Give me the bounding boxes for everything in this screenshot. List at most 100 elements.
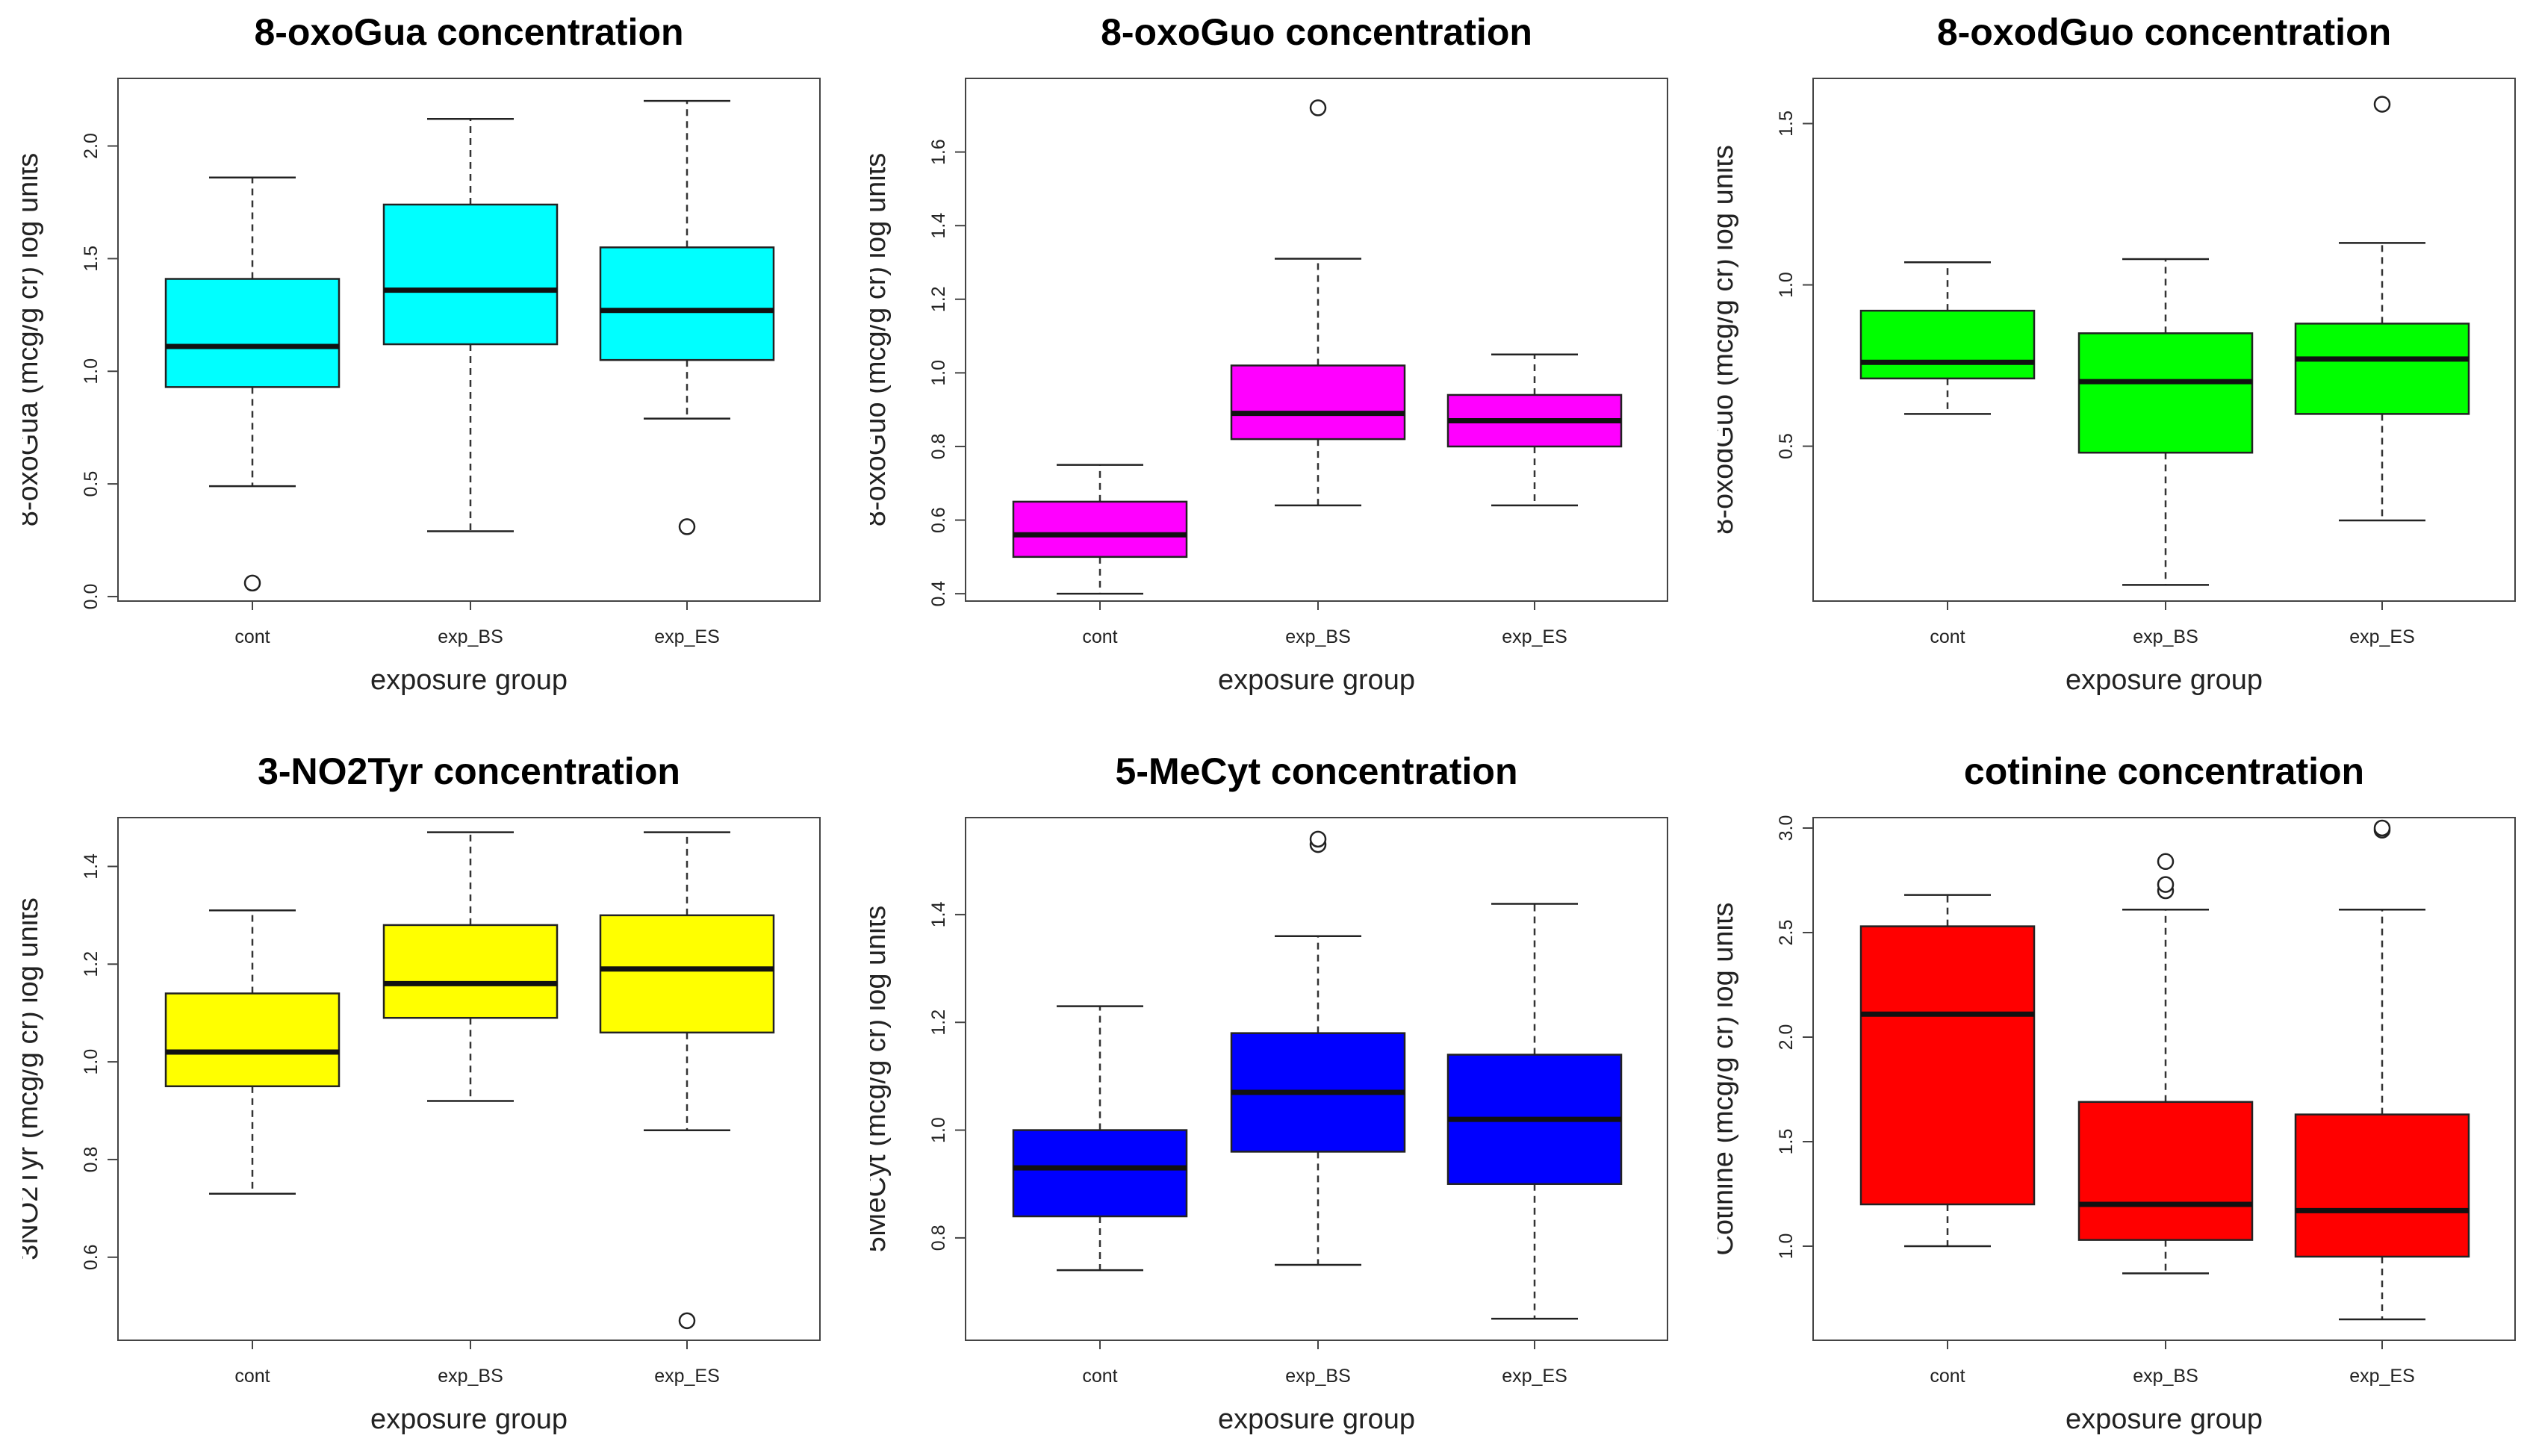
y-tick-label: 1.5 [81, 246, 102, 272]
box-exp_ES [2294, 96, 2470, 522]
boxplot-panel-6: cotinine concentration 1.0 1.5 2.0 2.5 3.0 Cot… [1718, 739, 2530, 1456]
y-tick-label: 3.0 [1776, 815, 1797, 841]
y-tick-label: 1.0 [928, 360, 949, 386]
x-category-label: exp_BS [438, 1366, 503, 1387]
box-cont [164, 176, 341, 592]
box-cont [1012, 464, 1188, 595]
y-axis-label: 8-oxoGua (mcg/g cr) log units [22, 153, 44, 527]
plot-frame [117, 78, 821, 602]
x-axis-label: exposure group [1218, 1404, 1415, 1435]
y-tick-label: 0.6 [81, 1244, 102, 1270]
chart-title: 8-oxoGua concentration [254, 11, 683, 53]
x-category-label: cont [234, 626, 270, 647]
y-tick-label: 1.4 [928, 901, 949, 927]
boxplot-panel-2: 8-oxoGuo concentration 0.4 0.6 0.8 1.0 1.2 1.4… [870, 0, 1706, 717]
plot-frame [965, 817, 1668, 1341]
x-axis-label: exposure group [1218, 665, 1415, 696]
y-tick-label: 0.5 [81, 471, 102, 497]
y-axis-label: 5MeCyt (mcg/g cr) log units [870, 906, 892, 1253]
boxplot-svg: 3-NO2Tyr concentration 0.6 0.8 1.0 1.2 1.4 3NO… [22, 750, 821, 1435]
box-cont [164, 909, 341, 1195]
outlier-point [2157, 876, 2175, 893]
iqr-box [2294, 323, 2470, 415]
boxplot-panel-4: 3-NO2Tyr concentration 0.6 0.8 1.0 1.2 1.4 3NO… [22, 739, 859, 1456]
outlier-point [678, 518, 696, 535]
x-axis-label: exposure group [2066, 665, 2263, 696]
y-tick-label: 0.8 [928, 1225, 949, 1251]
boxplot-svg: cotinine concentration 1.0 1.5 2.0 2.5 3.0 Cot… [1718, 750, 2516, 1435]
box-exp_BS [382, 118, 559, 532]
box-cont [1012, 1005, 1188, 1272]
boxplot-svg: 8-oxodGuo concentration 0.5 1.0 1.5 8-oxodGu… [1718, 11, 2516, 696]
iqr-box [2294, 1113, 2470, 1258]
box-exp_ES [599, 99, 775, 535]
chart-title: 8-oxodGuo concentration [1937, 11, 2391, 53]
plot-frame [965, 78, 1668, 602]
y-axis-label: 8-oxodGuo (mcg/g cr) log units [1718, 145, 1739, 535]
iqr-box [164, 278, 341, 388]
boxplot-svg: 8-oxoGuo concentration 0.4 0.6 0.8 1.0 1.2 1.4… [870, 11, 1668, 696]
x-category-label: cont [1930, 626, 1965, 647]
y-tick-label: 1.0 [81, 358, 102, 385]
iqr-box [164, 992, 341, 1088]
x-category-label: exp_BS [1285, 626, 1351, 647]
boxplot-svg: 5-MeCyt concentration 0.8 1.0 1.2 1.4 5MeCyt … [870, 750, 1668, 1435]
y-axis-label: 8-oxoGuo (mcg/g cr) log units [870, 153, 892, 527]
iqr-box [2077, 332, 2254, 454]
chart-title: 3-NO2Tyr concentration [258, 750, 680, 792]
iqr-box [1012, 1129, 1188, 1218]
y-tick-label: 1.6 [928, 139, 949, 165]
x-category-label: exp_ES [2349, 1366, 2415, 1387]
box-cont [1859, 261, 2036, 415]
y-tick-label: 1.2 [928, 286, 949, 312]
x-category-label: exp_BS [2133, 1366, 2198, 1387]
x-axis-label: exposure group [2066, 1404, 2263, 1435]
iqr-box [382, 203, 559, 346]
y-tick-label: 2.0 [1776, 1024, 1797, 1051]
y-tick-label: 2.0 [81, 133, 102, 159]
x-category-label: exp_ES [1502, 626, 1567, 647]
outlier-point [678, 1312, 696, 1330]
x-category-label: cont [1082, 1366, 1117, 1387]
outlier-point [2373, 96, 2391, 113]
y-tick-label: 1.0 [81, 1049, 102, 1075]
y-tick-label: 1.2 [81, 951, 102, 977]
box-exp_BS [1230, 99, 1406, 507]
plot-frame [1812, 817, 2516, 1341]
y-tick-label: 0.5 [1776, 433, 1797, 459]
y-axis-label: 3NO2Tyr (mcg/g cr) log units [22, 897, 44, 1260]
outlier-point [2373, 819, 2391, 837]
y-tick-label: 0.0 [81, 584, 102, 610]
x-category-label: cont [1930, 1366, 1965, 1387]
y-tick-label: 2.5 [1776, 920, 1797, 946]
boxplot-svg: 8-oxoGua concentration 0.0 0.5 1.0 1.5 2.0 8-o… [22, 11, 821, 696]
y-tick-label: 0.6 [928, 507, 949, 533]
box-exp_BS [2077, 853, 2254, 1275]
chart-title: 8-oxoGuo concentration [1101, 11, 1532, 53]
plot-frame [1812, 78, 2516, 602]
plot-frame [117, 817, 821, 1341]
x-category-label: exp_ES [654, 626, 720, 647]
x-category-label: exp_BS [438, 626, 503, 647]
box-cont [1859, 894, 2036, 1248]
box-exp_BS [382, 831, 559, 1102]
y-tick-label: 1.5 [1776, 1129, 1797, 1155]
y-tick-label: 1.0 [1776, 272, 1797, 298]
chart-title: 5-MeCyt concentration [1116, 750, 1518, 792]
iqr-box [599, 914, 775, 1034]
box-exp_ES [2294, 819, 2470, 1321]
chart-title: cotinine concentration [1964, 750, 2364, 792]
y-tick-label: 1.5 [1776, 111, 1797, 137]
boxplot-panel-1: 8-oxoGua concentration 0.0 0.5 1.0 1.5 2.0 8-o… [22, 0, 859, 717]
y-tick-label: 0.8 [81, 1147, 102, 1173]
y-tick-label: 1.4 [928, 213, 949, 239]
box-exp_BS [2077, 258, 2254, 586]
y-tick-label: 1.4 [81, 853, 102, 880]
iqr-box [1230, 364, 1406, 441]
iqr-box [2077, 1101, 2254, 1241]
iqr-box [1859, 309, 2036, 380]
x-category-label: exp_ES [2349, 626, 2415, 647]
box-exp_ES [1446, 353, 1623, 507]
outlier-point [2157, 853, 2175, 871]
iqr-box [599, 246, 775, 361]
